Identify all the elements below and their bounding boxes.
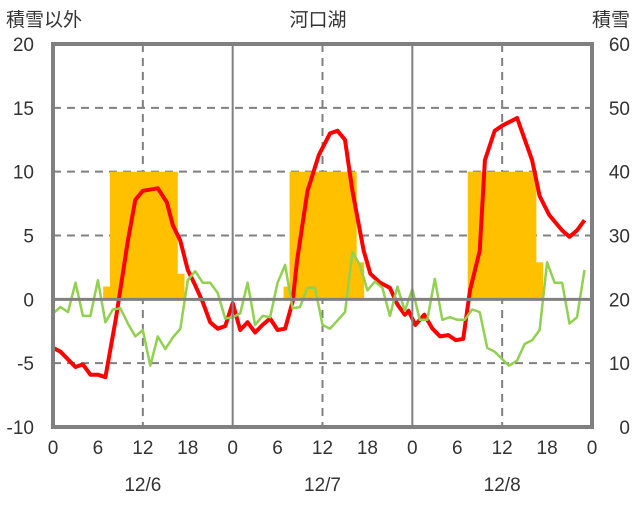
bar xyxy=(103,286,111,300)
bars xyxy=(103,171,544,300)
x-tick: 0 xyxy=(227,438,238,459)
x-tick: 12 xyxy=(312,438,333,459)
x-tick: 12 xyxy=(132,438,153,459)
right-axis-title: 積雪 xyxy=(592,9,630,31)
bar xyxy=(467,171,537,300)
x-tick: 0 xyxy=(407,438,418,459)
plot-border xyxy=(51,42,594,429)
y-tick-right: 0 xyxy=(619,418,630,439)
y-tick-right: 30 xyxy=(609,227,630,248)
x-tick: 0 xyxy=(48,438,59,459)
date-label: 12/7 xyxy=(304,475,341,496)
y-tick-right: 40 xyxy=(609,163,630,184)
x-tick: 18 xyxy=(537,438,558,459)
x-tick: 12 xyxy=(492,438,513,459)
bar xyxy=(356,262,365,300)
date-label: 12/8 xyxy=(484,475,521,496)
x-tick: 18 xyxy=(177,438,198,459)
y-tick-left: 20 xyxy=(13,35,34,56)
frame xyxy=(51,42,594,429)
x-tick: 6 xyxy=(93,438,104,459)
left-axis-title: 積雪以外 xyxy=(6,9,82,31)
y-tick-left: -10 xyxy=(7,418,34,439)
date-label: 12/6 xyxy=(124,475,161,496)
bar xyxy=(535,262,544,300)
x-tick: 6 xyxy=(272,438,283,459)
bar xyxy=(177,273,185,300)
y-tick-left: 5 xyxy=(23,227,34,248)
x-tick: 6 xyxy=(452,438,463,459)
series-line-red xyxy=(52,116,587,380)
bar xyxy=(283,286,291,300)
y-tick-right: 20 xyxy=(609,290,630,311)
y-tick-right: 60 xyxy=(609,35,630,56)
y-tick-left: 10 xyxy=(13,163,34,184)
x-tick: 18 xyxy=(357,438,378,459)
y-tick-left: 15 xyxy=(13,99,34,120)
y-tick-right: 50 xyxy=(609,99,630,120)
y-tick-left: 0 xyxy=(23,290,34,311)
x-tick: 0 xyxy=(587,438,598,459)
y-tick-right: 10 xyxy=(609,354,630,375)
series-line-green xyxy=(52,250,586,367)
y-tick-left: -5 xyxy=(17,354,34,375)
chart-title: 河口湖 xyxy=(289,9,346,31)
